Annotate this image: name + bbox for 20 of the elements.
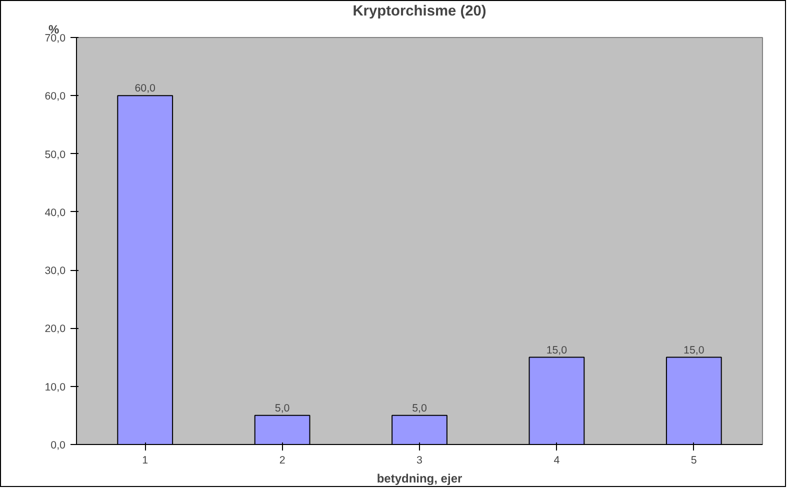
data-label: 5,0 bbox=[274, 402, 290, 414]
y-tick-label: 60,0 bbox=[44, 90, 66, 103]
x-tick-label: 3 bbox=[416, 454, 423, 466]
data-label: 60,0 bbox=[134, 82, 156, 95]
x-tick-label: 1 bbox=[142, 454, 148, 466]
x-tick-label: 4 bbox=[554, 454, 560, 466]
x-axis-title: betydning, ejer bbox=[376, 472, 463, 486]
data-label: 15,0 bbox=[546, 344, 568, 356]
y-tick-label: 10,0 bbox=[44, 381, 66, 394]
y-tick-label: 70,0 bbox=[44, 32, 66, 44]
x-tick-label: 2 bbox=[279, 454, 286, 466]
y-tick-label: 40,0 bbox=[44, 206, 66, 219]
y-tick-label: 0,0 bbox=[50, 440, 66, 452]
data-label: 5,0 bbox=[412, 402, 427, 414]
x-tick-label: 5 bbox=[690, 454, 697, 466]
y-tick-label: 20,0 bbox=[44, 323, 66, 336]
data-label: 15,0 bbox=[684, 344, 704, 356]
chart-title: Kryptorchisme (20) bbox=[352, 4, 486, 20]
y-tick-label: 50,0 bbox=[44, 148, 66, 161]
y-tick-label: 30,0 bbox=[44, 265, 66, 278]
